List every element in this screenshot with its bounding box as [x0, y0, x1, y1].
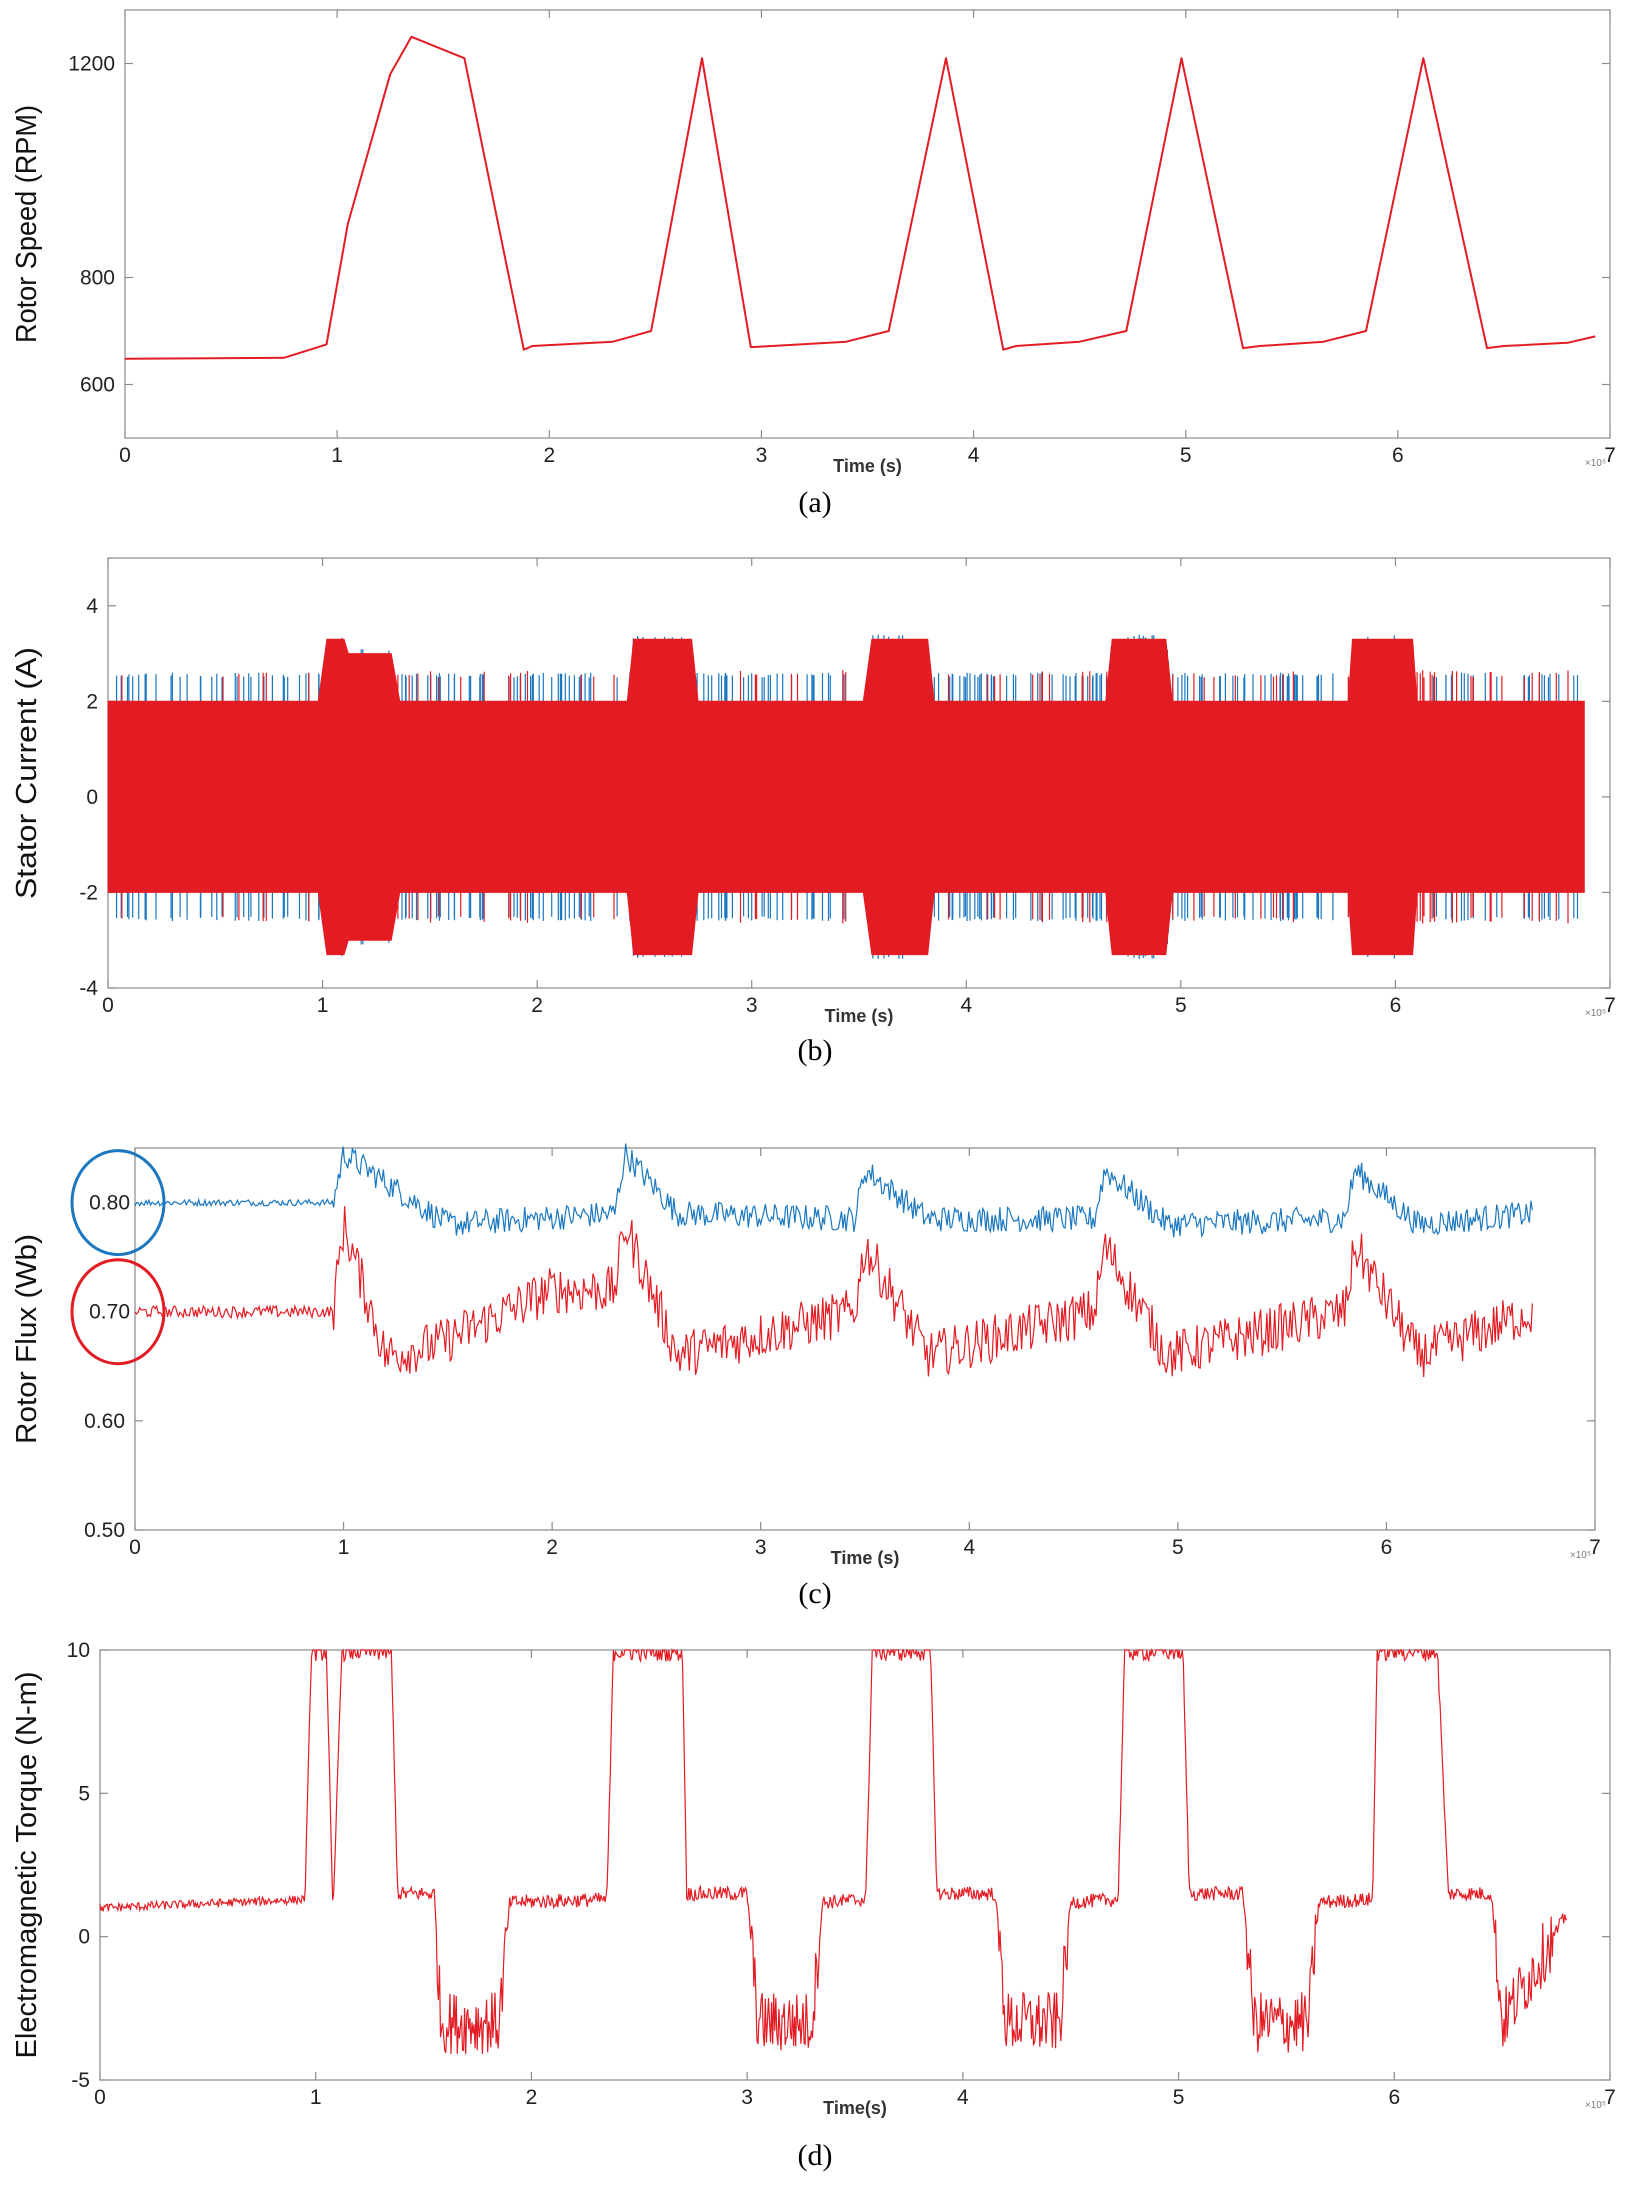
- x-tick-label: 2: [543, 444, 555, 467]
- y-tick-label: 800: [80, 267, 115, 290]
- panel-caption: (c): [798, 1577, 831, 1610]
- x-tick-label: 3: [746, 994, 758, 1017]
- x-axis-multiplier: ×10⁵: [1570, 1550, 1591, 1561]
- y-tick-label: 5: [78, 1782, 90, 1805]
- x-tick-label: 6: [1390, 994, 1402, 1017]
- annotation-label-070: 0.70: [89, 1301, 130, 1324]
- plot-frame-c: [134, 1147, 1596, 1531]
- annotation-ellipse-red: [70, 1258, 166, 1366]
- x-tick-label: 2: [531, 994, 543, 1017]
- panel-caption: (b): [798, 1034, 833, 1067]
- flux-red-line: [134, 1206, 1533, 1378]
- x-tick-label: 1: [317, 994, 329, 1017]
- x-tick-label: 7: [1589, 1536, 1601, 1559]
- annotation-ellipse-blue: [70, 1149, 166, 1257]
- x-tick-label: 7: [1604, 994, 1616, 1017]
- x-tick-label: 2: [546, 1536, 558, 1559]
- x-tick-label: 5: [1173, 2086, 1185, 2109]
- y-axis-label: Stator Current (A): [11, 647, 43, 899]
- x-tick-label: 1: [338, 1536, 350, 1559]
- x-tick-label: 0: [119, 444, 131, 467]
- x-axis-multiplier: ×10⁵: [1585, 2100, 1606, 2111]
- x-axis-label: Time(s): [823, 2098, 887, 2118]
- plot-frame-d: [99, 1649, 1611, 2081]
- x-axis-label: Time (s): [833, 456, 902, 476]
- x-axis-multiplier: ×10⁵: [1585, 1008, 1606, 1019]
- y-axis-label: Rotor Flux (Wb): [11, 1234, 43, 1444]
- torque-line: [99, 1647, 1568, 2055]
- y-tick-label: 0.50: [84, 1519, 125, 1542]
- y-tick-label: 0.60: [84, 1410, 125, 1433]
- panel-a: 0 1 2 3 4 5 6 7 600 800 1200 Time (s) ×10⁵ Rotor Spee…: [11, 9, 1616, 519]
- x-tick-label: 6: [1388, 2086, 1400, 2109]
- flux-blue-line: [134, 1143, 1533, 1239]
- y-axis-label: Electromagnetic Torque (N-m): [11, 1672, 43, 2059]
- x-tick-label: 1: [331, 444, 343, 467]
- y-axis-label: Rotor Speed (RPM): [11, 105, 43, 343]
- panel-caption: (d): [798, 2139, 833, 2172]
- y-tick-label: 2: [86, 690, 98, 713]
- x-axis-label: Time (s): [831, 1548, 900, 1568]
- y-tick-label: 600: [80, 374, 115, 397]
- y-tick-label: -5: [71, 2069, 90, 2092]
- x-tick-label: 7: [1604, 444, 1616, 467]
- x-tick-label: 7: [1604, 2086, 1616, 2109]
- x-axis-label: Time (s): [825, 1006, 894, 1026]
- x-axis-multiplier: ×10⁵: [1585, 458, 1606, 469]
- panel-c: 0 1 2 3 4 5 6 7 0.50 0.60 Time (s) ×10⁵ Rotor Flux (…: [11, 1143, 1601, 1610]
- panel-b: 0 1 2 3 4 5 6 7 -4 -2 0 2 4 Time (s) ×10⁵ Stator Curren…: [11, 557, 1616, 1067]
- x-tick-label: 0: [102, 994, 114, 1017]
- x-tick-label: 4: [960, 994, 972, 1017]
- y-tick-label: -4: [79, 977, 98, 1000]
- panel-caption: (a): [798, 486, 831, 519]
- x-tick-label: 4: [963, 1536, 975, 1559]
- speed-line: [124, 35, 1596, 360]
- x-tick-label: 4: [968, 444, 980, 467]
- x-tick-label: 6: [1381, 1536, 1393, 1559]
- y-tick-label: 1200: [68, 53, 115, 76]
- y-tick-label: 10: [67, 1639, 90, 1662]
- x-tick-label: 3: [756, 444, 768, 467]
- x-tick-label: 3: [741, 2086, 753, 2109]
- x-tick-label: 5: [1180, 444, 1192, 467]
- x-tick-label: 5: [1175, 994, 1187, 1017]
- y-tick-label: 0: [78, 1926, 90, 1949]
- current-red-spikes: [121, 670, 1569, 924]
- annotation-label-080: 0.80: [89, 1192, 130, 1215]
- x-tick-label: 1: [310, 2086, 322, 2109]
- x-tick-label: 5: [1172, 1536, 1184, 1559]
- x-tick-label: 2: [526, 2086, 538, 2109]
- plot-frame-a: [124, 9, 1611, 439]
- y-tick-label: -2: [79, 881, 98, 904]
- y-tick-label: 0: [86, 786, 98, 809]
- x-tick-label: 4: [957, 2086, 969, 2109]
- x-tick-label: 3: [755, 1536, 767, 1559]
- y-tick-label: 4: [86, 595, 98, 618]
- x-tick-label: 6: [1392, 444, 1404, 467]
- x-tick-label: 0: [129, 1536, 141, 1559]
- x-tick-label: 0: [94, 2086, 106, 2109]
